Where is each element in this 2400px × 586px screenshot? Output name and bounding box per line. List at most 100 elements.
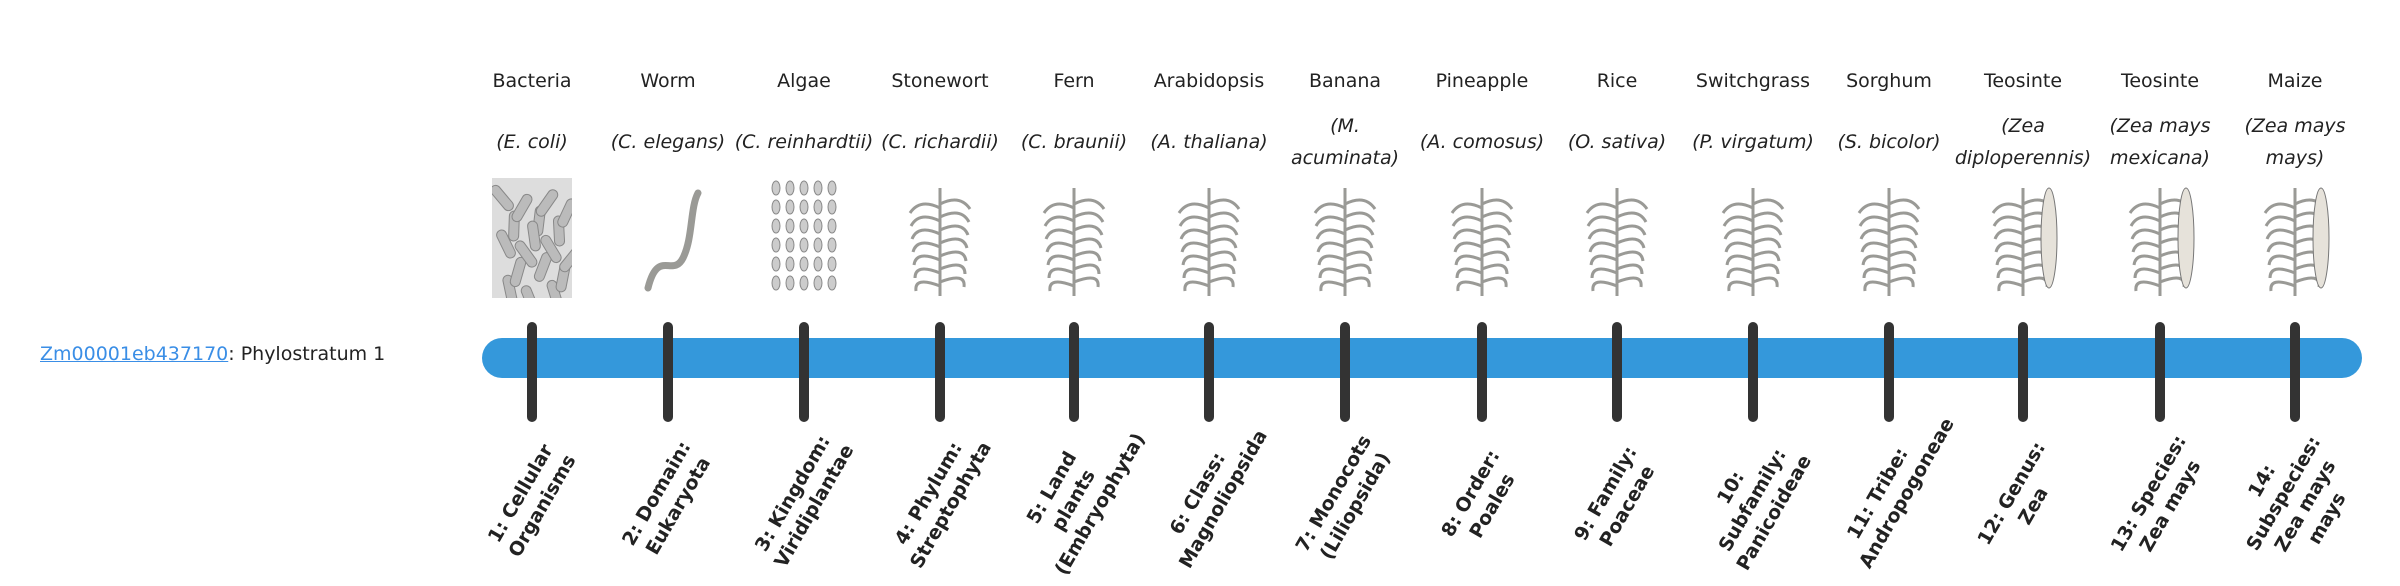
scientific-name-text: (Zea diploperennis) (1954, 115, 2092, 169)
common-name: Teosinte (2120, 70, 2200, 92)
common-name: Banana (1308, 70, 1382, 92)
stratum-label-text: 4: Phylum: Streptophyta (890, 437, 997, 573)
stratum-label-text: 14: Subspecies: Zea mays mays (2242, 432, 2351, 556)
common-name: Worm (640, 70, 696, 92)
stratum-tick (1204, 322, 1214, 422)
teosinte-mexicana-icon (2128, 187, 2195, 296)
stonewort-icon (908, 188, 972, 296)
scientific-name: (E. coli) (462, 110, 602, 174)
stratum-tick (2018, 322, 2028, 422)
scientific-name: (Zea mays mexicana) (2090, 110, 2230, 174)
stratum-label: 14: Subspecies: Zea mays mays (2225, 430, 2365, 570)
stratum-label: 2: Domain: Eukaryota (598, 430, 738, 570)
stratum-tick (1612, 322, 1622, 422)
stratum-tick (2290, 322, 2300, 422)
gene-label: Zm00001eb437170: Phylostratum 1 (40, 343, 385, 365)
common-name: Fern (1053, 70, 1095, 92)
scientific-name-text: (C. richardii) (881, 131, 999, 153)
bacteria-icon (492, 178, 572, 298)
scientific-name-text: (S. bicolor) (1837, 131, 1941, 153)
stratum-label-text: 1: Cellular Organisms (483, 440, 581, 562)
scientific-name: (C. elegans) (598, 110, 738, 174)
scientific-name-text: (M. acuminata) (1290, 115, 1400, 169)
stratum-label-text: 8: Order: Poales (1437, 446, 1520, 543)
scientific-name-text: (C. reinhardtii) (734, 131, 874, 153)
sorghum-icon (1857, 188, 1921, 296)
stratum-label-text: 13: Species: Zea mays (2106, 431, 2206, 556)
stratum-tick (935, 322, 945, 422)
stratum-tick (1748, 322, 1758, 422)
common-name: Switchgrass (1695, 70, 1811, 92)
pineapple-icon (1450, 188, 1514, 296)
scientific-name: (C. braunii) (1004, 110, 1144, 174)
scientific-name: (Zea diploperennis) (1953, 110, 2093, 174)
common-name: Rice (1596, 70, 1638, 92)
stratum-label: 3: Kingdom: Viridiplantae (734, 430, 874, 572)
stratum-label-text: 5: Land plants (Embryophyta) (1022, 428, 1150, 579)
stratum-label: 1: Cellular Organisms (462, 430, 602, 570)
stratum-label-text: 9: Family: Poaceae (1569, 442, 1660, 551)
worm-icon (644, 189, 702, 292)
stratum-label-text: 10: Subfamily: Panicoideae (1712, 444, 1817, 574)
common-name: Arabidopsis (1153, 70, 1265, 92)
stratum-label-text: 2: Domain: Eukaryota (618, 437, 716, 559)
stratum-label-text: 11: Tribe: Andropogoneae (1842, 414, 1959, 573)
stratum-label-text: 3: Kingdom: Viridiplantae (750, 431, 859, 572)
common-name: Bacteria (492, 70, 572, 92)
common-name: Algae (777, 70, 831, 92)
banana-icon (1313, 188, 1377, 296)
stratum-label-text: 6: Class: Magnoliopsida (1165, 426, 1272, 573)
common-name: Stonewort (891, 70, 989, 92)
rice-icon (1585, 188, 1649, 296)
stratum-tick (527, 322, 537, 422)
stratum-label: 7: Monocots (Liliopsida) (1275, 430, 1415, 570)
scientific-name: (M. acuminata) (1275, 110, 1415, 174)
stratum-label: 11: Tribe: Andropogoneae (1819, 414, 1959, 573)
stratum-tick (1477, 322, 1487, 422)
phylostratum-text: : Phylostratum 1 (228, 343, 386, 365)
common-name: Maize (2267, 70, 2323, 92)
scientific-name-text: (Zea mays mexicana) (2109, 115, 2211, 169)
stratum-tick (663, 322, 673, 422)
scientific-name-text: (E. coli) (496, 131, 568, 153)
stratum-label-text: 7: Monocots (Liliopsida) (1291, 431, 1395, 564)
stratum-label: 10: Subfamily: Panicoideae (1683, 430, 1823, 574)
stratum-label: 12: Genus: Zea (1953, 430, 2093, 570)
scientific-name-text: (A. comosus) (1419, 131, 1545, 153)
scientific-name-text: (O. sativa) (1567, 131, 1667, 153)
scientific-name: (Zea mays mays) (2225, 110, 2365, 174)
scientific-name: (A. thaliana) (1139, 110, 1279, 174)
scientific-name-text: (P. virgatum) (1692, 131, 1814, 153)
stratum-label: 8: Order: Poales (1412, 430, 1552, 570)
gene-id-link[interactable]: Zm00001eb437170 (40, 343, 229, 365)
stratum-tick (1340, 322, 1350, 422)
stratum-label: 9: Family: Poaceae (1547, 430, 1687, 570)
stratum-tick (2155, 322, 2165, 422)
stratum-label-text: 12: Genus: Zea (1973, 438, 2053, 549)
stratum-tick (1884, 322, 1894, 422)
teosinte-icon (1991, 187, 2058, 296)
scientific-name-text: (Zea mays mays) (2244, 115, 2346, 169)
stratum-label: 4: Phylum: Streptophyta (870, 430, 1010, 573)
common-name: Teosinte (1983, 70, 2063, 92)
algae-icon (771, 180, 837, 291)
scientific-name-text: (C. elegans) (610, 131, 726, 153)
scientific-name: (C. richardii) (870, 110, 1010, 174)
stratum-tick (799, 322, 809, 422)
scientific-name: (A. comosus) (1412, 110, 1552, 174)
common-name: Pineapple (1435, 70, 1529, 92)
stratum-label: 6: Class: Magnoliopsida (1139, 426, 1279, 573)
scientific-name-text: (A. thaliana) (1150, 131, 1268, 153)
switchgrass-icon (1721, 188, 1785, 296)
fern-icon (1042, 188, 1106, 296)
scientific-name: (P. virgatum) (1683, 110, 1823, 174)
scientific-name: (C. reinhardtii) (734, 110, 874, 174)
maize-icon (2263, 187, 2330, 296)
phylostratum-bar (482, 338, 2362, 378)
scientific-name-text: (C. braunii) (1020, 131, 1128, 153)
scientific-name: (O. sativa) (1547, 110, 1687, 174)
stratum-label: 5: Land plants (Embryophyta) (1004, 429, 1150, 579)
arabidopsis-icon (1177, 188, 1241, 296)
common-name: Sorghum (1846, 70, 1932, 92)
stratum-tick (1069, 322, 1079, 422)
